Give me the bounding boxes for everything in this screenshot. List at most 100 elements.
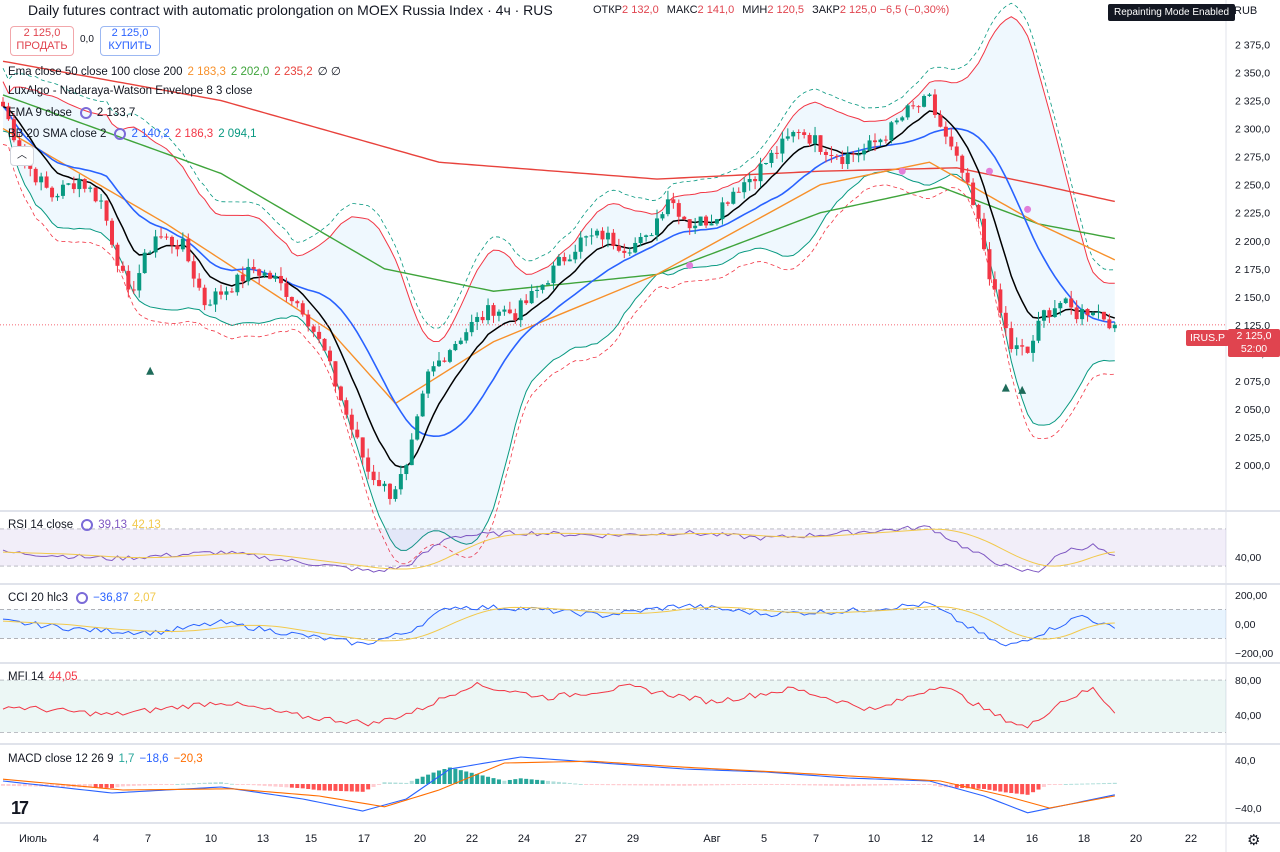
macd-histogram-bar	[22, 784, 27, 787]
legend-ema[interactable]: Ema close 50 close 100 close 200 2 183,3 2…	[8, 64, 346, 78]
candle-body	[693, 225, 698, 229]
candle-body	[284, 283, 289, 297]
time-axis-label: 7	[145, 833, 151, 845]
macd-histogram-bar	[213, 782, 218, 784]
buy-button[interactable]: 2 125,0 КУПИТЬ	[100, 26, 160, 56]
legend-mfi[interactable]: MFI 14 44,05	[8, 671, 83, 683]
macd-histogram-bar	[180, 783, 185, 785]
candle-body	[502, 309, 507, 312]
candle-body	[889, 122, 894, 141]
macd-histogram-bar	[802, 784, 807, 786]
candle-body	[344, 400, 349, 415]
macd-histogram-bar	[927, 784, 932, 785]
tradingview-logo-icon[interactable]: 17	[11, 798, 29, 818]
candle-body	[251, 266, 256, 270]
macd-histogram-bar	[262, 784, 267, 786]
candle-body	[556, 256, 561, 266]
mfi-tick-label: 40,00	[1235, 710, 1261, 722]
sell-button[interactable]: 2 125,0 ПРОДАТЬ	[10, 26, 74, 56]
time-axis-label: 20	[1130, 833, 1142, 845]
ohlc-readout: ОТКР2 132,0 МАКС2 141,0 МИН2 120,5 ЗАКР2…	[593, 4, 954, 16]
refresh-icon[interactable]	[76, 592, 89, 604]
price-tick-label: 2 175,0	[1235, 264, 1270, 276]
collapse-legend-button[interactable]: ︿	[10, 146, 34, 166]
legend-bb[interactable]: BB 20 SMA close 2 2 140,2 2 186,3 2 094,1	[8, 128, 262, 140]
macd-histogram-bar	[818, 784, 823, 786]
macd-histogram-bar	[976, 784, 981, 789]
bb-lower-line	[2, 130, 1115, 551]
macd-histogram-bar	[1063, 784, 1068, 785]
candle-body	[611, 232, 616, 246]
macd-histogram-bar	[753, 784, 758, 785]
candle-body	[137, 273, 142, 291]
refresh-icon[interactable]	[81, 519, 94, 531]
legend-cci[interactable]: CCI 20 hlc3 −36,87 2,07	[8, 592, 161, 604]
settings-gear-icon[interactable]: ⚙	[1247, 832, 1261, 849]
candle-body	[845, 153, 850, 165]
time-axis-label: 10	[205, 833, 217, 845]
candle-body	[785, 136, 790, 139]
candle-body	[753, 178, 758, 182]
macd-histogram-bar	[322, 784, 327, 791]
time-axis-label: 24	[518, 833, 530, 845]
candle-body	[268, 272, 273, 279]
macd-histogram-bar	[502, 780, 507, 784]
macd-histogram-bar	[633, 784, 638, 786]
macd-histogram-bar	[197, 783, 202, 785]
macd-histogram-bar	[584, 784, 589, 785]
macd-histogram-bar	[1014, 784, 1019, 794]
legend-nadaraya[interactable]: LuxAlgo - Nadaraya-Watson Envelope 8 3 c…	[8, 85, 257, 97]
macd-histogram-bar	[344, 784, 349, 792]
time-axis-label: 12	[921, 833, 933, 845]
macd-histogram-bar	[404, 782, 409, 784]
macd-histogram-bar	[164, 784, 169, 785]
macd-histogram-bar	[1091, 783, 1095, 785]
macd-histogram-bar	[867, 784, 872, 786]
macd-histogram-bar	[469, 772, 474, 784]
macd-histogram-bar	[409, 780, 414, 784]
macd-histogram-bar	[922, 784, 927, 785]
price-tick-label: 2 200,0	[1235, 236, 1270, 248]
chart-title[interactable]: Daily futures contract with automatic pr…	[28, 2, 553, 18]
candle-body	[1101, 311, 1106, 320]
legend-macd[interactable]: MACD close 12 26 9 1,7 −18,6 −20,3	[8, 753, 208, 765]
candle-body	[518, 300, 523, 321]
candle-body	[660, 214, 665, 219]
macd-histogram-bar	[611, 784, 616, 786]
candle-body	[333, 361, 338, 387]
price-tick-label: 2 250,0	[1235, 180, 1270, 192]
candle-body	[900, 117, 905, 121]
macd-histogram-bar	[567, 782, 572, 784]
candle-body	[278, 275, 283, 284]
candle-body	[878, 139, 883, 143]
candle-body	[714, 219, 719, 224]
macd-histogram-bar	[551, 781, 556, 784]
nw-upper-line	[2, 2, 1115, 329]
refresh-icon[interactable]	[114, 128, 127, 140]
candle-body	[393, 489, 398, 499]
macd-histogram-bar	[148, 784, 153, 786]
sell-label: ПРОДАТЬ	[16, 40, 68, 52]
time-axis-label: 20	[414, 833, 426, 845]
candle-body	[480, 316, 485, 321]
macd-histogram-bar	[50, 784, 55, 787]
candle-body	[458, 340, 463, 344]
candle-body	[982, 218, 986, 250]
pane-separator	[0, 822, 1280, 824]
ema-cross-marker	[686, 261, 694, 269]
macd-histogram-bar	[829, 784, 834, 786]
candle-body	[180, 238, 185, 250]
macd-histogram-bar	[736, 784, 741, 785]
currency-label[interactable]: RUB	[1234, 5, 1258, 17]
refresh-icon[interactable]	[79, 107, 92, 119]
candle-body	[491, 305, 496, 316]
candle-body	[796, 131, 801, 133]
macd-histogram-bar	[268, 784, 273, 787]
last-price-tag: 2 125,0 52:00	[1228, 329, 1280, 357]
candle-body	[513, 313, 518, 321]
legend-rsi[interactable]: RSI 14 close 39,13 42,13	[8, 519, 166, 531]
macd-histogram-bar	[938, 784, 943, 787]
candle-body	[1014, 345, 1019, 350]
legend-ema9[interactable]: EMA 9 close 2 133,7	[8, 107, 140, 119]
